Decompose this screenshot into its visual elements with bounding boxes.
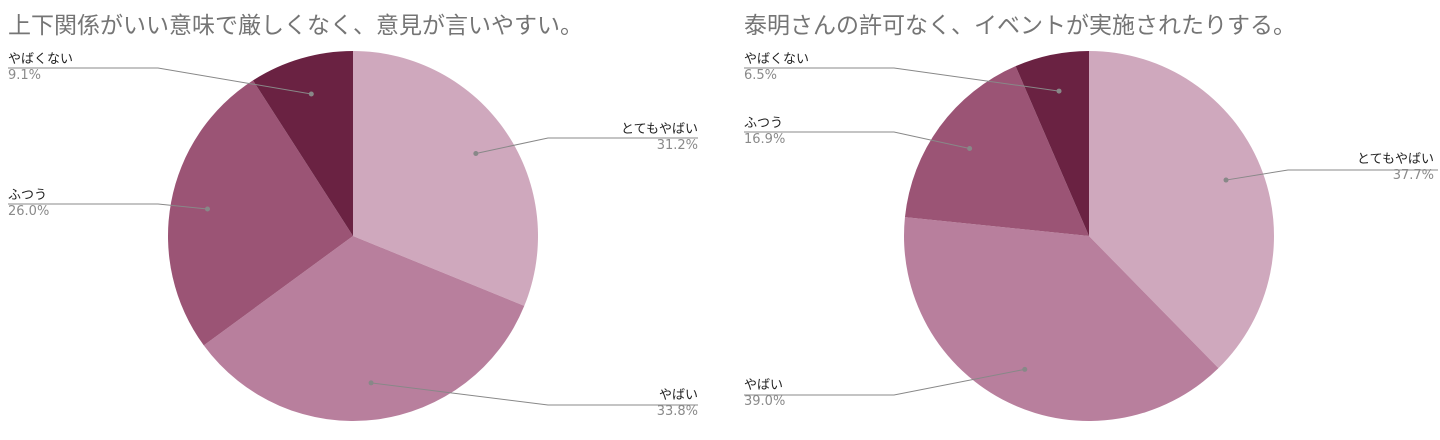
pie-chart-2: 泰明さんの許可なく、イベントが実施されたりする。 とてもやばい 37.7% やば… (736, 0, 1440, 440)
slice-percent: 39.0% (744, 394, 786, 409)
slice-name: とてもやばい (621, 122, 698, 137)
leader-dot-yabai (1022, 366, 1028, 372)
pie-slice-futsuu (168, 80, 353, 346)
leader-dot-futsuu (967, 146, 973, 152)
slice-name: ふつう (8, 188, 48, 203)
slice-percent: 31.2% (656, 138, 698, 153)
pie-slice-yabai (904, 217, 1219, 421)
slice-label-totemo-yabai: とてもやばい 37.7% (1357, 152, 1434, 184)
slice-name: やばい (658, 388, 698, 403)
chart-title: 泰明さんの許可なく、イベントが実施されたりする。 (744, 13, 1296, 39)
slice-percent: 37.7% (1392, 168, 1434, 183)
leader-line-futsuu (744, 131, 970, 150)
leader-line-yabakunai (744, 67, 1060, 92)
leader-dot-yabakunai (1056, 88, 1062, 94)
pie-slice-totemo-yabai (1089, 51, 1274, 369)
pie-slice-futsuu (904, 66, 1089, 237)
leader-dot-totemo-yabai (1223, 177, 1229, 183)
leader-line-futsuu (8, 203, 208, 210)
slice-name: やばい (744, 378, 784, 393)
slice-label-futsuu: ふつう 16.9% (744, 116, 785, 148)
slice-percent: 6.5% (744, 68, 778, 83)
leader-dot-futsuu (204, 206, 210, 212)
slice-percent: 26.0% (8, 204, 50, 219)
slice-label-yabai: やばい 39.0% (744, 378, 785, 410)
pie-slice-yabai (203, 236, 525, 421)
slice-label-yabakunai: やばくない 9.1% (8, 52, 73, 84)
slice-label-yabakunai: やばくない 6.5% (744, 52, 809, 84)
leader-line-totemo-yabai (475, 137, 698, 154)
slice-name: とてもやばい (1357, 152, 1434, 167)
leader-line-yabai (744, 368, 1025, 396)
slice-percent: 33.8% (656, 404, 698, 419)
slice-name: ふつう (744, 116, 784, 131)
leader-dot-yabakunai (308, 91, 314, 97)
leader-line-totemo-yabai (1225, 169, 1438, 181)
pie-chart-svg (8, 51, 698, 421)
chart-title: 上下関係がいい意味で厳しくなく、意見が言いやすい。 (8, 13, 583, 39)
slice-name: やばくない (744, 52, 810, 67)
pie-chart-svg (744, 51, 1438, 421)
pie-slice-yabakunai (1015, 51, 1089, 236)
slice-label-futsuu: ふつう 26.0% (8, 188, 49, 220)
slice-label-yabai: やばい 33.8% (657, 388, 698, 420)
slice-name: やばくない (8, 52, 74, 67)
slice-label-totemo-yabai: とてもやばい 31.2% (621, 122, 698, 154)
pie-chart-1: 上下関係がいい意味で厳しくなく、意見が言いやすい。 とてもやばい 31.2% や… (8, 13, 698, 421)
leader-line-yabai (371, 382, 698, 406)
pie-slice-totemo-yabai (353, 51, 538, 306)
leader-dot-totemo-yabai (473, 150, 479, 156)
slice-percent: 9.1% (8, 68, 42, 83)
leader-line-yabakunai (8, 67, 312, 95)
slice-percent: 16.9% (744, 132, 786, 147)
pie-slice-yabakunai (252, 51, 353, 236)
leader-dot-yabai (368, 380, 374, 386)
